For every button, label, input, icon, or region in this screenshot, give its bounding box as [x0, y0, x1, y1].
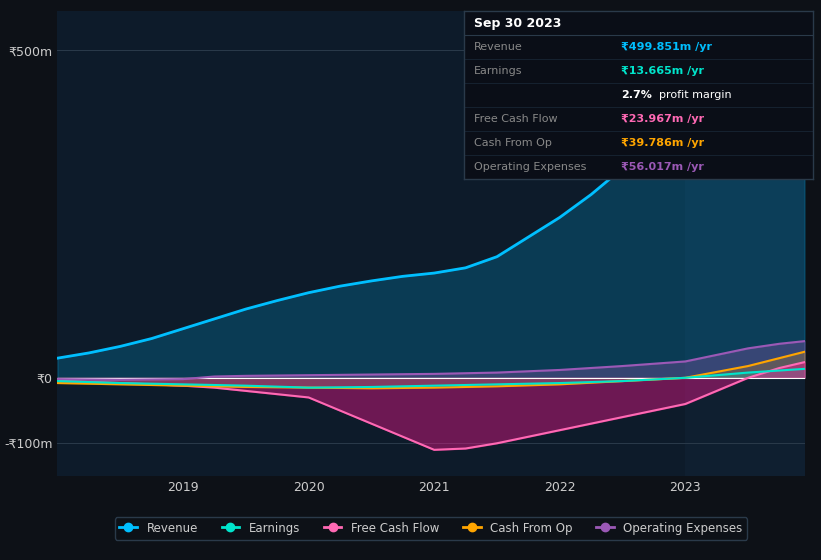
- Text: Revenue: Revenue: [475, 42, 523, 52]
- Text: Cash From Op: Cash From Op: [475, 138, 553, 148]
- Legend: Revenue, Earnings, Free Cash Flow, Cash From Op, Operating Expenses: Revenue, Earnings, Free Cash Flow, Cash …: [115, 517, 747, 540]
- Text: ₹13.665m /yr: ₹13.665m /yr: [621, 66, 704, 76]
- Text: ₹23.967m /yr: ₹23.967m /yr: [621, 114, 704, 124]
- Text: ₹56.017m /yr: ₹56.017m /yr: [621, 162, 704, 172]
- Text: ₹39.786m /yr: ₹39.786m /yr: [621, 138, 704, 148]
- Text: ₹499.851m /yr: ₹499.851m /yr: [621, 42, 712, 52]
- Text: profit margin: profit margin: [659, 90, 732, 100]
- Text: Earnings: Earnings: [475, 66, 523, 76]
- Text: 2.7%: 2.7%: [621, 90, 652, 100]
- Bar: [686, 11, 805, 476]
- Text: Free Cash Flow: Free Cash Flow: [475, 114, 558, 124]
- Text: Operating Expenses: Operating Expenses: [475, 162, 587, 172]
- Text: Sep 30 2023: Sep 30 2023: [475, 17, 562, 30]
